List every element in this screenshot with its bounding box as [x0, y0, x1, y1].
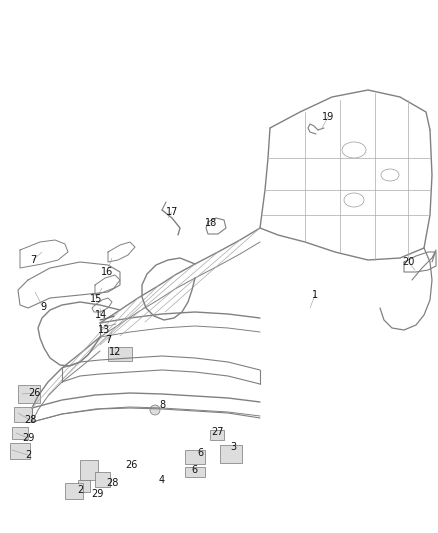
Text: 6: 6 [191, 465, 197, 475]
Text: 26: 26 [28, 388, 40, 398]
Circle shape [150, 405, 160, 415]
Bar [10, 443, 30, 459]
Text: 20: 20 [402, 257, 414, 267]
Text: 28: 28 [106, 478, 118, 488]
Text: 13: 13 [98, 325, 110, 335]
Text: 26: 26 [125, 460, 137, 470]
Text: 14: 14 [95, 310, 107, 320]
Text: 1: 1 [312, 290, 318, 300]
Text: 27: 27 [212, 427, 224, 437]
Bar [210, 430, 224, 440]
Text: 29: 29 [91, 489, 103, 499]
Bar [80, 460, 98, 480]
Text: 17: 17 [166, 207, 178, 217]
Text: 3: 3 [230, 442, 236, 452]
Text: 28: 28 [24, 415, 36, 425]
Bar [12, 427, 28, 439]
Text: 4: 4 [159, 475, 165, 485]
Bar [78, 480, 90, 492]
Text: 7: 7 [105, 335, 111, 345]
Text: 29: 29 [22, 433, 34, 443]
Text: 8: 8 [159, 400, 165, 410]
Text: 7: 7 [30, 255, 36, 265]
Text: 9: 9 [40, 302, 46, 312]
Bar [14, 407, 32, 422]
Text: 18: 18 [205, 218, 217, 228]
Text: 6: 6 [197, 448, 203, 458]
Bar [95, 472, 110, 487]
Text: 19: 19 [322, 112, 334, 122]
Bar [65, 483, 83, 499]
Text: 15: 15 [90, 294, 102, 304]
Text: 16: 16 [101, 267, 113, 277]
Bar [18, 385, 40, 403]
Text: 2: 2 [25, 450, 31, 460]
Bar [185, 467, 205, 477]
Bar [220, 445, 242, 463]
Bar [108, 347, 132, 361]
Text: 2: 2 [77, 485, 83, 495]
Text: 12: 12 [109, 347, 121, 357]
Bar [185, 450, 205, 464]
